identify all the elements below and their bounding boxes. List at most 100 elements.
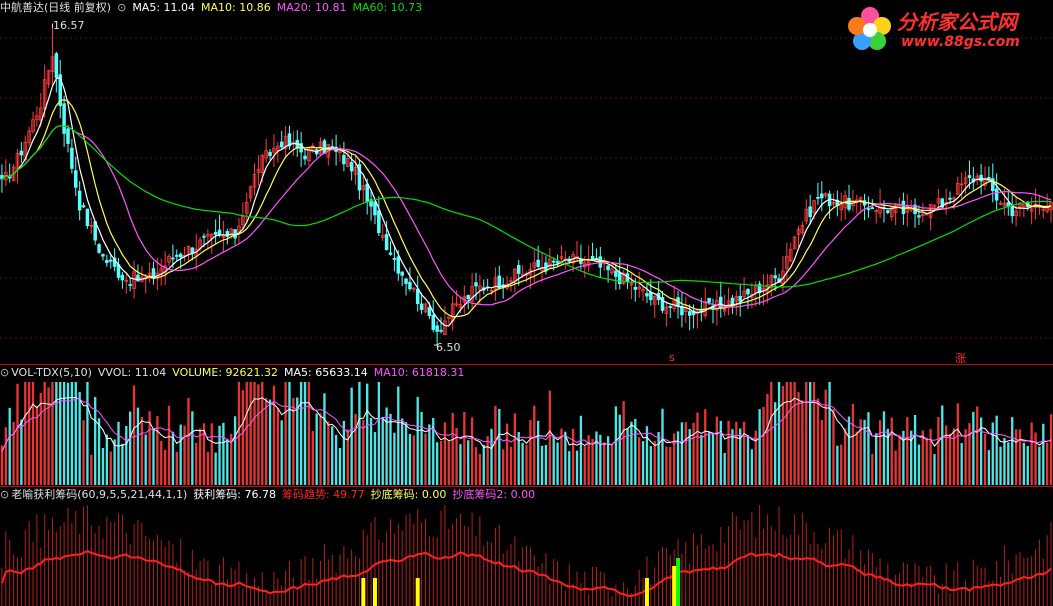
volume-bar — [420, 411, 423, 485]
candle-body — [792, 236, 797, 250]
candle-body — [287, 133, 292, 147]
volume-ma10-value: MA10: 61818.31 — [373, 366, 465, 379]
volume-bar — [587, 435, 590, 485]
volume-bar — [39, 392, 42, 485]
volume-bar — [890, 417, 893, 485]
volume-bar — [1014, 429, 1018, 485]
candle-body — [264, 150, 268, 159]
volume-bar — [486, 436, 489, 485]
candle-body — [454, 303, 459, 306]
volume-bar — [603, 442, 606, 485]
main-header: 中航善达(日线 前复权) ⊙ MA5: 11.04 MA10: 10.86 MA20: … — [0, 0, 428, 16]
volume-bar — [871, 454, 874, 485]
collapse-icon[interactable]: ⊙ — [0, 488, 10, 501]
volume-bar — [948, 433, 952, 485]
candle-body — [31, 119, 35, 132]
ma60-value: MA60: 10.73 — [352, 1, 423, 14]
candle-body — [652, 295, 657, 305]
volume-bar — [680, 422, 684, 485]
candle-body — [178, 253, 183, 258]
volume-bar — [606, 436, 610, 485]
candle-body — [400, 271, 404, 276]
candle-body — [50, 56, 55, 73]
volume-bar — [4, 427, 7, 485]
volume-bar — [1038, 446, 1041, 485]
volume-bar — [350, 387, 353, 485]
volume-bar — [354, 413, 357, 485]
candle-body — [909, 208, 913, 211]
candle-body — [726, 300, 731, 309]
candle-body — [202, 235, 206, 238]
volume-bar — [929, 429, 932, 485]
volume-bar — [665, 446, 668, 485]
candle-body — [108, 259, 113, 262]
candle-body — [606, 265, 610, 271]
candle-body — [994, 188, 999, 201]
volume-bar — [284, 382, 287, 485]
volume-bar — [509, 446, 513, 485]
candle-body — [346, 158, 350, 168]
volume-bar — [109, 451, 112, 485]
volume-bar — [171, 431, 175, 485]
volume-bar — [781, 386, 785, 485]
candle-body — [940, 198, 945, 208]
bottom-signal-bar — [415, 578, 420, 606]
collapse-icon[interactable]: ⊙ — [117, 1, 127, 14]
volume-bar — [125, 425, 128, 485]
volume-bar — [498, 408, 501, 485]
candle-body — [338, 151, 342, 154]
candle-body — [808, 206, 812, 217]
candle-body — [478, 285, 482, 290]
candle-body — [46, 70, 51, 85]
candle-body — [948, 197, 952, 200]
volume-bar — [233, 416, 237, 485]
candle-body — [773, 275, 777, 279]
indicator-name[interactable]: 老喻获利筹码(60,9,5,5,21,44,1,1) — [11, 488, 188, 501]
volume-bar — [55, 382, 58, 485]
volume-bar — [373, 432, 377, 485]
volume-bar — [8, 407, 11, 485]
volume-bar — [237, 382, 241, 485]
volume-bar — [575, 450, 579, 485]
candle-body — [431, 314, 436, 330]
volume-bar — [292, 398, 295, 485]
volume-bar — [257, 384, 260, 485]
volume-bar — [424, 433, 427, 485]
volume-bar — [451, 413, 454, 485]
volume-bar — [843, 428, 847, 485]
collapse-icon[interactable]: ⊙ — [0, 366, 10, 379]
volume-bar — [389, 413, 392, 485]
site-logo[interactable]: 分析家公式网 www.88gs.com — [845, 4, 1045, 56]
volume-bar — [560, 428, 563, 485]
candle-body — [70, 147, 74, 169]
volume-bar — [144, 434, 147, 485]
volume-ma5-value: MA5: 65633.14 — [284, 366, 368, 379]
candle-body — [435, 325, 439, 332]
candle-body — [610, 268, 614, 274]
volume-bar — [397, 386, 400, 485]
volume-bar — [638, 437, 641, 485]
volume-bar — [832, 409, 835, 485]
volume-bar — [956, 403, 959, 485]
stock-title[interactable]: 中航善达(日线 前复权) — [0, 1, 112, 14]
volume-bar — [999, 446, 1002, 485]
profit-chip-value: 获利筹码: 76.78 — [193, 488, 276, 501]
candle-body — [470, 286, 474, 302]
volume-bar — [27, 382, 31, 485]
volume-ma10-line — [1, 398, 1052, 452]
candle-body — [936, 198, 941, 204]
volume-bar — [564, 431, 567, 485]
volume-bar — [921, 430, 924, 485]
volume-bar — [455, 428, 458, 485]
volume-bar — [369, 417, 373, 485]
volume-bar — [704, 409, 707, 485]
volume-indicator-name[interactable]: VOL-TDX(5,10) — [11, 366, 92, 379]
candle-body — [1010, 205, 1014, 217]
volume-bar — [676, 431, 680, 485]
candle-body — [641, 288, 645, 292]
indicator-header: ⊙ 老喻获利筹码(60,9,5,5,21,44,1,1) 获利筹码: 76.78 筹码… — [0, 487, 541, 503]
volume-bar — [684, 422, 687, 485]
candle-body — [1002, 202, 1007, 207]
volume-bar — [719, 420, 722, 485]
